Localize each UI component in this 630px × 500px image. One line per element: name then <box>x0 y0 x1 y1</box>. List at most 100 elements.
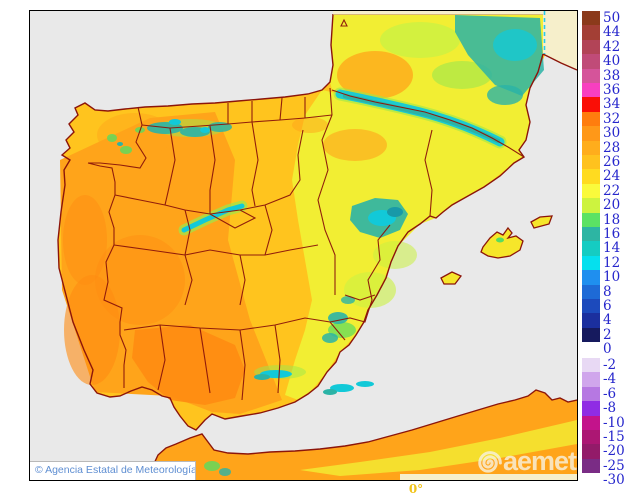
legend-cell <box>582 83 600 98</box>
map-svg <box>30 11 577 480</box>
se-green <box>328 322 356 338</box>
legend-cell <box>582 241 600 256</box>
legend-cell <box>582 372 600 387</box>
legend-cell <box>582 11 600 26</box>
domain-top-band <box>333 11 577 15</box>
legend-tick-label: 20 <box>603 197 621 214</box>
legend-tick-label: 16 <box>603 226 621 242</box>
legend-tick-label: 14 <box>603 240 621 257</box>
legend-tick-label: 22 <box>603 182 621 199</box>
legend-cell <box>582 415 600 430</box>
legend-tick-label: -15 <box>603 429 625 445</box>
legend-tick-label: 44 <box>603 24 621 41</box>
legend-cell <box>582 386 600 402</box>
rioja-orange <box>292 117 328 133</box>
se-teal-2 <box>322 333 338 343</box>
legend-cell <box>582 430 600 445</box>
africa-yellow-strip <box>300 420 577 476</box>
mallorca <box>480 226 524 259</box>
legend-cell <box>582 444 600 459</box>
legend-cell <box>582 169 600 184</box>
domain-corner-coast <box>542 53 577 71</box>
legend-tick-label: 24 <box>603 168 621 185</box>
domain-corner-wedge <box>543 11 577 70</box>
central-system-cyan <box>181 203 245 233</box>
legend-tick-label: 28 <box>603 139 621 156</box>
filabres-cyan-2 <box>356 381 374 387</box>
aemet-spiral-icon <box>478 451 502 473</box>
legend-tick-label: 10 <box>603 269 621 286</box>
aemet-watermark: aemet <box>473 446 577 478</box>
legend-cell <box>582 313 600 328</box>
legend-cell <box>582 270 600 285</box>
legend-tick-label: -4 <box>603 371 617 388</box>
legend-tick-label: 38 <box>603 67 621 84</box>
africa-green-1 <box>204 461 220 471</box>
france-massif-cyan <box>493 29 537 61</box>
attribution-box: © Agencia Estatal de Meteorología <box>30 461 196 480</box>
france-green-1 <box>380 22 460 58</box>
legend-cell <box>582 198 600 213</box>
france-landes-orange <box>337 51 413 99</box>
legend-cell <box>582 458 600 474</box>
legend-tick-label: 6 <box>603 298 612 314</box>
legend-tick-label: 8 <box>603 283 612 300</box>
legend-cell <box>582 183 600 199</box>
legend-cell <box>582 140 600 155</box>
province-borders <box>87 18 525 401</box>
legend-tick-label: -30 <box>603 472 625 489</box>
legend-tick-label: 18 <box>603 211 621 228</box>
nevada-teal <box>254 374 270 380</box>
legend-cell <box>582 255 600 271</box>
temperature-legend: 50 44 42 40 38 36 34 32 30 28 26 24 22 20 18 16 14 12 10 8 6… <box>582 11 630 491</box>
temp-core-portugal-mid <box>63 195 107 285</box>
galicia-teal-1 <box>117 142 123 146</box>
domain-bottom-band <box>400 474 577 480</box>
legend-tick-label: -6 <box>603 385 617 402</box>
legend-tick-label: 4 <box>603 312 612 329</box>
legend-tick-label: -2 <box>603 357 617 373</box>
temp-core-extremadura <box>95 235 185 325</box>
africa-coastline <box>151 389 577 469</box>
temp-core-portugal-south <box>64 275 120 385</box>
legend-tick-label: 34 <box>603 96 621 113</box>
legend-tick-label: -20 <box>603 443 625 460</box>
legend-cell <box>582 212 600 227</box>
galicia-green-1 <box>107 134 117 142</box>
legend-cell <box>582 401 600 416</box>
legend-tick-label: 12 <box>603 254 621 271</box>
pyrenees-teal-band <box>342 93 501 144</box>
france-green-2 <box>432 61 492 89</box>
legend-tick-label: 36 <box>603 82 621 98</box>
legend-cell <box>582 68 600 83</box>
meridian-label: 0° <box>408 482 424 496</box>
legend-cell <box>582 155 600 170</box>
legend-cell <box>582 327 600 343</box>
map-panel: aemet © Agencia Estatal de Meteorología <box>29 10 578 481</box>
menorca <box>530 215 553 229</box>
temp-core-guadalquivir <box>132 325 245 405</box>
temp-zone-orange-nw <box>97 113 173 157</box>
france-teal-south <box>487 85 523 105</box>
legend-cell <box>582 227 600 242</box>
legend-tick-label: 42 <box>603 38 621 55</box>
legend-cell <box>582 299 600 314</box>
aemet-watermark-text: aemet <box>503 446 577 476</box>
ibiza <box>440 271 463 285</box>
legend-cell <box>582 39 600 55</box>
balearic-islands <box>440 215 553 285</box>
cantabrian-cyan-2 <box>200 127 210 133</box>
filabres-teal <box>323 389 337 395</box>
legend-tick-label: -8 <box>603 400 617 417</box>
iberian-system-dark <box>387 207 403 217</box>
legend-tick-label: 30 <box>603 125 621 142</box>
legend-tick-label: 40 <box>603 53 621 70</box>
legend-cell <box>582 284 600 299</box>
legend-cell <box>582 126 600 141</box>
galicia-green-2 <box>120 146 132 154</box>
legend-cell <box>582 97 600 112</box>
legend-cell <box>582 25 600 40</box>
legend-tick-label: 32 <box>603 110 621 127</box>
legend-tick-label: 2 <box>603 326 612 343</box>
